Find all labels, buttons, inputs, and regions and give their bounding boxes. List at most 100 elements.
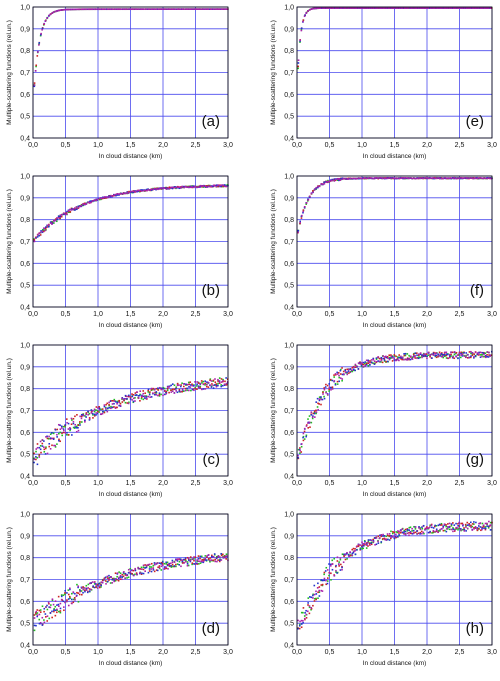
data-point <box>174 8 177 10</box>
data-point <box>357 543 360 546</box>
data-point <box>305 609 307 612</box>
data-point <box>171 187 174 190</box>
data-point <box>359 363 362 365</box>
data-point <box>162 387 164 390</box>
data-point <box>445 7 447 9</box>
data-point <box>461 177 464 179</box>
data-point <box>175 187 177 190</box>
data-point <box>414 528 417 530</box>
data-point <box>84 421 86 423</box>
y-tick-label: 1,0 <box>20 512 30 519</box>
data-point <box>213 184 216 187</box>
data-point <box>417 532 420 535</box>
data-point <box>328 7 330 9</box>
data-point <box>225 382 228 385</box>
x-tick-label: 0,0 <box>292 480 302 487</box>
data-point <box>309 596 311 598</box>
data-point <box>297 456 299 459</box>
data-point <box>41 231 44 234</box>
data-point <box>317 582 319 585</box>
data-point <box>149 189 151 191</box>
data-point <box>92 414 94 416</box>
data-point <box>222 556 224 559</box>
data-point <box>363 540 366 542</box>
data-point <box>155 393 158 396</box>
y-tick-label: 0,4 <box>20 136 30 143</box>
data-point <box>307 422 309 424</box>
data-point <box>354 7 357 9</box>
data-point <box>176 384 179 387</box>
data-point <box>401 356 404 359</box>
data-point <box>363 177 366 179</box>
data-point <box>40 451 42 454</box>
data-point <box>132 569 135 572</box>
data-point <box>225 377 227 379</box>
data-point <box>204 384 206 386</box>
data-point <box>144 564 146 566</box>
data-point <box>307 427 310 429</box>
data-point <box>312 597 314 599</box>
data-point <box>165 390 168 393</box>
x-axis-label: In cloud distance (km) <box>99 153 163 160</box>
data-point <box>145 566 148 569</box>
data-point <box>375 358 378 360</box>
data-point <box>484 352 487 355</box>
data-point <box>210 8 213 10</box>
data-point <box>413 356 415 358</box>
data-point <box>150 570 153 573</box>
data-point <box>418 356 420 358</box>
data-point <box>222 8 224 10</box>
data-point <box>60 598 63 601</box>
data-point <box>318 589 320 592</box>
data-point <box>144 189 146 192</box>
data-point <box>53 610 55 613</box>
data-point <box>45 436 47 438</box>
data-point <box>395 7 397 9</box>
data-point <box>175 563 177 566</box>
data-point <box>75 425 78 428</box>
data-point <box>361 541 363 544</box>
data-point <box>168 8 171 10</box>
data-point <box>416 357 418 360</box>
data-point <box>51 598 54 601</box>
data-point <box>157 394 159 397</box>
data-point <box>299 39 301 41</box>
data-point <box>455 355 458 358</box>
data-point <box>108 579 110 581</box>
data-point <box>336 179 339 181</box>
data-point <box>317 186 319 189</box>
data-point <box>196 560 198 563</box>
data-point <box>116 193 119 195</box>
data-point <box>473 523 475 525</box>
data-point <box>47 225 50 228</box>
data-point <box>411 358 414 360</box>
data-point <box>180 187 182 189</box>
data-point <box>305 201 308 204</box>
data-point <box>445 524 447 526</box>
data-point <box>380 359 383 361</box>
axes-frame <box>296 6 493 139</box>
data-point <box>121 401 124 403</box>
data-point <box>103 404 106 406</box>
data-point <box>181 382 183 385</box>
data-point <box>315 7 317 10</box>
data-point <box>223 184 226 186</box>
data-point <box>349 554 352 557</box>
data-point <box>372 540 375 543</box>
data-point <box>53 444 55 447</box>
data-point <box>328 383 331 385</box>
data-point <box>447 526 449 528</box>
data-point <box>160 187 162 189</box>
data-point <box>299 40 301 42</box>
data-point <box>150 8 153 11</box>
data-point <box>148 568 151 570</box>
data-point <box>341 7 343 9</box>
data-point <box>355 7 358 9</box>
data-point <box>77 424 80 427</box>
data-point <box>400 530 402 532</box>
data-point <box>421 526 423 528</box>
data-point <box>204 555 207 557</box>
data-point <box>383 360 386 362</box>
data-point <box>87 8 89 11</box>
data-point <box>483 525 485 528</box>
